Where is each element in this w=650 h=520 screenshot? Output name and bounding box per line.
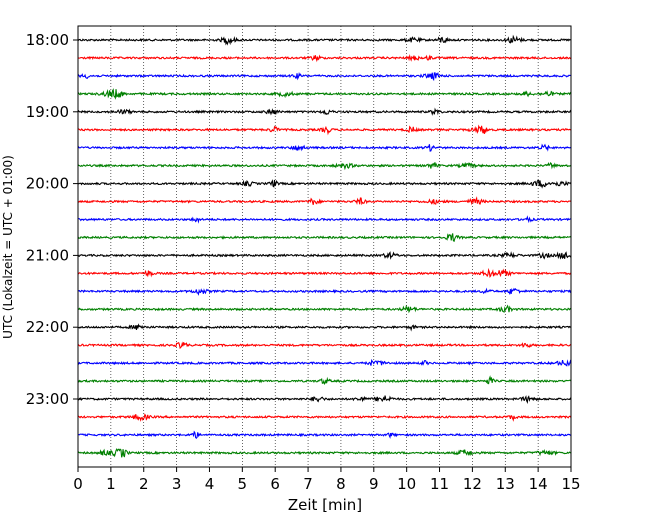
trace-3 [77,71,572,82]
trace-7 [77,143,572,152]
x-tick-label-1: 1 [106,475,116,493]
trace-9 [77,179,572,189]
trace-20 [77,375,572,385]
trace-13 [77,251,572,260]
x-tick-label-10: 10 [397,475,416,493]
x-tick-label-0: 0 [73,475,83,493]
trace-6 [77,124,572,136]
y-tick-label-19:00: 19:00 [26,103,69,121]
x-tick-label-3: 3 [172,475,182,493]
trace-group [77,34,572,458]
trace-22 [77,413,572,422]
trace-2 [77,53,572,63]
x-tick-label-7: 7 [303,475,313,493]
trace-23 [77,430,572,440]
trace-10 [77,196,572,206]
x-axis-label: Zeit [min] [288,496,362,514]
y-tick-label-22:00: 22:00 [26,318,69,336]
y-axis-label: UTC (Lokalzeit = UTC + 01:00) [1,155,15,339]
trace-1 [77,34,572,46]
trace-8 [77,161,572,171]
plot-frame [77,25,572,468]
y-tick-label-18:00: 18:00 [26,31,69,49]
trace-18 [77,341,572,350]
trace-4 [77,88,572,100]
trace-12 [77,233,572,243]
y-tick-label-20:00: 20:00 [26,175,69,193]
x-tick-label-15: 15 [561,475,580,493]
x-tick-label-2: 2 [139,475,149,493]
y-axis-ticks: 18:00 19:00 20:00 21:00 22:00 23:00 [26,31,78,408]
trace-24 [77,448,572,458]
trace-11 [78,215,572,224]
x-tick-label-14: 14 [529,475,548,493]
trace-5 [77,107,572,116]
trace-21 [77,395,572,404]
x-tick-label-6: 6 [270,475,280,493]
x-tick-label-12: 12 [463,475,482,493]
trace-17 [77,323,572,332]
y-tick-label-23:00: 23:00 [26,390,69,408]
x-tick-label-4: 4 [205,475,215,493]
x-axis-ticks: 0 1 2 3 4 5 6 7 8 9 10 11 12 13 14 15 [73,467,581,493]
trace-15 [77,287,572,296]
x-tick-label-5: 5 [238,475,248,493]
x-tick-label-11: 11 [430,475,449,493]
trace-14 [77,267,572,278]
trace-16 [77,304,572,314]
x-tick-label-9: 9 [369,475,379,493]
x-tick-label-13: 13 [496,475,515,493]
trace-19 [77,358,572,367]
x-tick-label-8: 8 [336,475,346,493]
y-tick-label-21:00: 21:00 [26,246,69,264]
